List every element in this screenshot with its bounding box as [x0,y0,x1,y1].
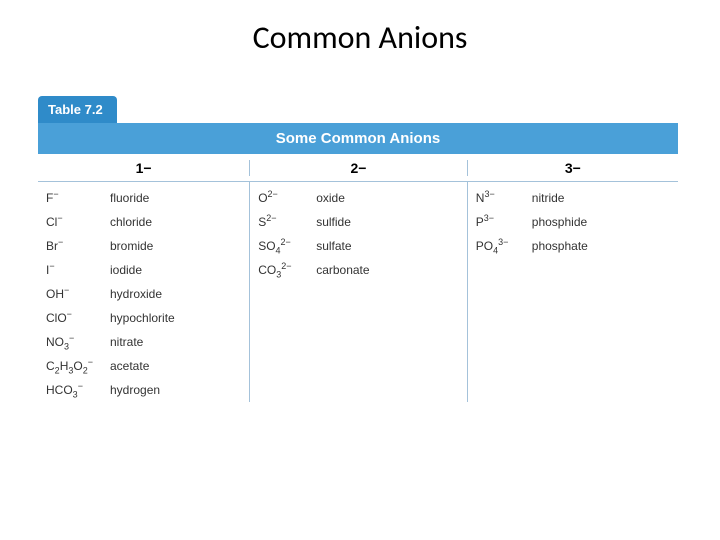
ion-name: acetate [110,359,149,373]
ion-name: bromide [110,239,153,253]
table-banner: Some Common Anions [38,123,678,154]
table-row: PO43−phosphate [468,234,678,258]
table-row: P3−phosphide [468,210,678,234]
ion-formula: P3− [476,215,532,229]
table-row: CO32−carbonate [250,258,467,282]
ion-formula: N3− [476,191,532,205]
table-row: Cl−chloride [38,210,249,234]
column-3: N3−nitrideP3−phosphidePO43−phosphate [467,182,678,402]
ion-formula: O2− [258,191,316,205]
col-header-1: 1− [38,160,249,176]
table-body: F−fluorideCl−chlorideBr−bromideI−iodideO… [38,182,678,402]
ion-name: phosphate [532,239,588,253]
table-row: O2−oxide [250,186,467,210]
column-1: F−fluorideCl−chlorideBr−bromideI−iodideO… [38,182,249,402]
page-title: Common Anions [0,0,720,57]
ion-formula: Cl− [46,215,110,229]
ion-formula: HCO3− [46,383,110,397]
ion-name: sulfide [316,215,351,229]
ion-formula: SO42− [258,239,316,253]
ion-name: phosphide [532,215,587,229]
ion-name: hypochlorite [110,311,175,325]
table-row: SO42−sulfate [250,234,467,258]
ion-name: sulfate [316,239,351,253]
col-header-3: 3− [468,160,678,176]
ion-formula: NO3− [46,335,110,349]
ion-formula: Br− [46,239,110,253]
ion-formula: PO43− [476,239,532,253]
table-row: NO3−nitrate [38,330,249,354]
table-row: OH−hydroxide [38,282,249,306]
ion-formula: OH− [46,287,110,301]
table-row: S2−sulfide [250,210,467,234]
ion-formula: CO32− [258,263,316,277]
table-row: F−fluoride [38,186,249,210]
table-row: I−iodide [38,258,249,282]
ion-name: hydrogen [110,383,160,397]
ion-name: nitrate [110,335,143,349]
ion-name: chloride [110,215,152,229]
table-row: ClO−hypochlorite [38,306,249,330]
column-2: O2−oxideS2−sulfideSO42−sulfateCO32−carbo… [249,182,467,402]
table-row: Br−bromide [38,234,249,258]
ion-formula: ClO− [46,311,110,325]
ion-name: oxide [316,191,345,205]
col-header-2: 2− [250,160,467,176]
table-row: N3−nitride [468,186,678,210]
table-row: C2H3O2−acetate [38,354,249,378]
ion-formula: I− [46,263,110,277]
ion-formula: C2H3O2− [46,359,110,373]
table-row: HCO3−hydrogen [38,378,249,402]
ion-name: nitride [532,191,565,205]
ion-name: iodide [110,263,142,277]
ion-formula: F− [46,191,110,205]
ion-name: carbonate [316,263,369,277]
anion-table: Table 7.2 Some Common Anions 1− 2− 3− F−… [38,96,678,402]
table-tab: Table 7.2 [38,96,117,123]
ion-name: hydroxide [110,287,162,301]
table-header-row: 1− 2− 3− [38,154,678,182]
ion-formula: S2− [258,215,316,229]
ion-name: fluoride [110,191,149,205]
